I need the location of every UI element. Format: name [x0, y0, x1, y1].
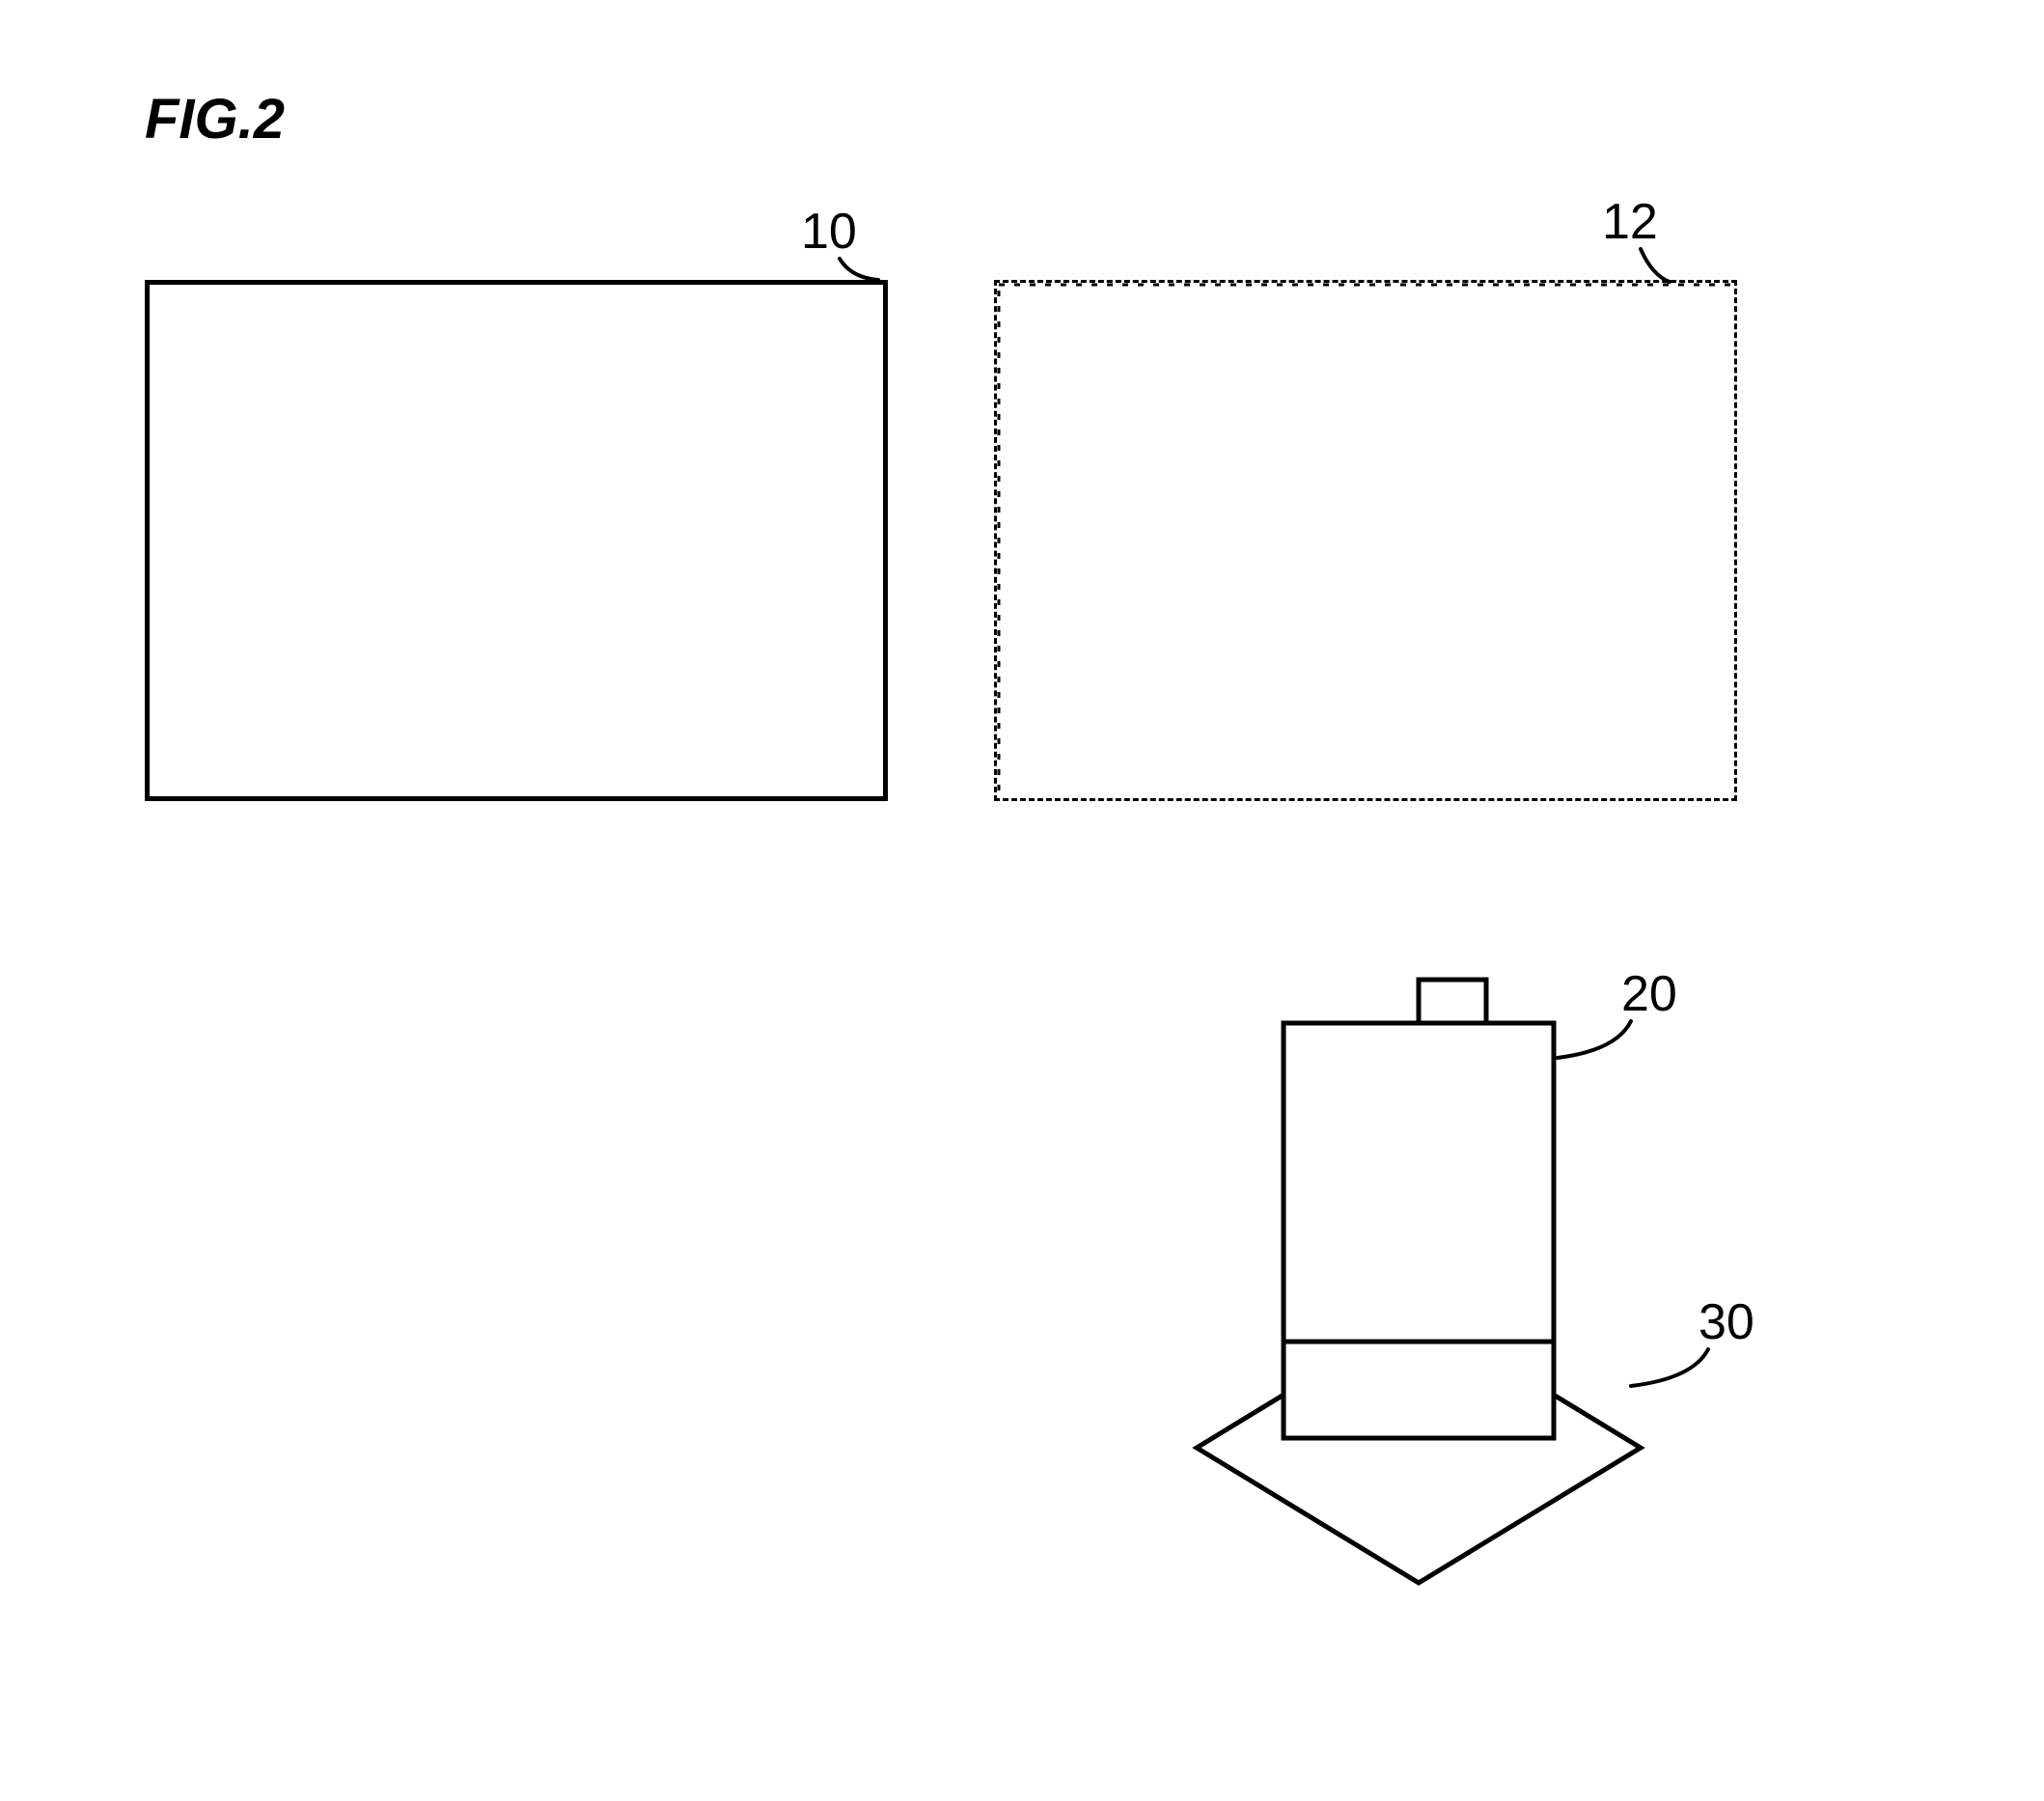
- dashed-box-12: [994, 280, 1737, 801]
- device-group: [1187, 970, 1650, 1593]
- solid-box-10: [145, 280, 888, 801]
- leader-12: [1637, 245, 1673, 286]
- device-nub: [1419, 980, 1486, 1023]
- label-30: 30: [1699, 1293, 1754, 1351]
- label-12: 12: [1602, 193, 1658, 251]
- leader-20: [1554, 1017, 1635, 1062]
- device-body: [1284, 1023, 1554, 1438]
- dashed-rect: [999, 285, 1737, 801]
- figure-title: FIG.2: [145, 87, 285, 152]
- leader-30: [1627, 1345, 1712, 1390]
- label-10: 10: [801, 203, 857, 261]
- leader-10: [836, 255, 882, 284]
- label-20: 20: [1621, 965, 1677, 1023]
